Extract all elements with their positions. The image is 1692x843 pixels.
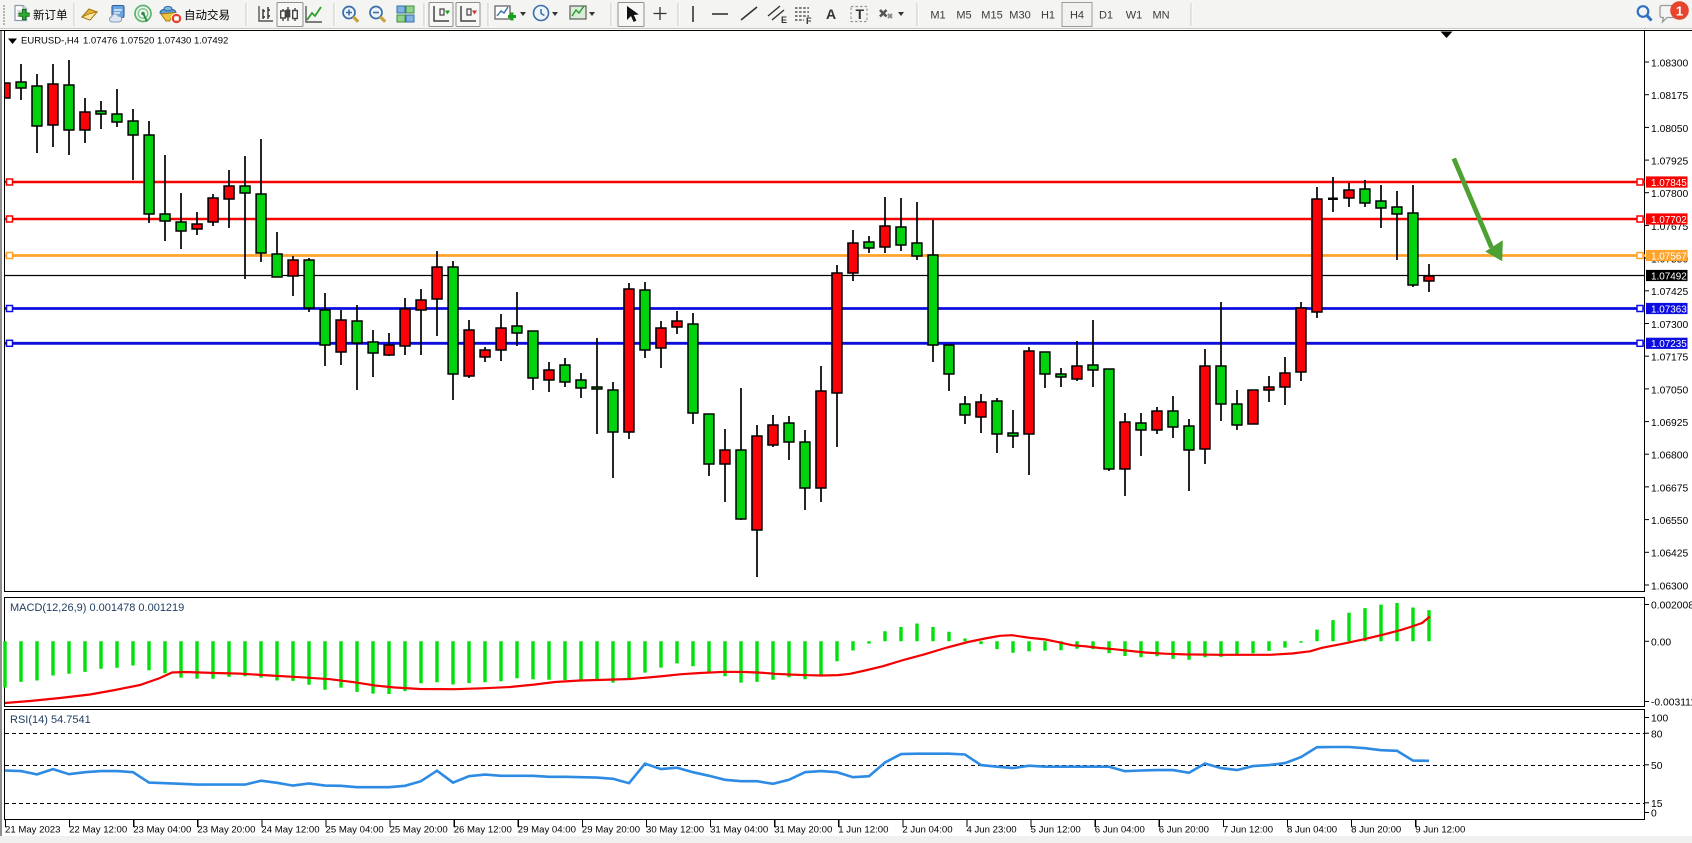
svg-text:0: 0 xyxy=(1651,809,1657,820)
svg-text:1.07800: 1.07800 xyxy=(1651,189,1688,200)
svg-text:25 May 04:00: 25 May 04:00 xyxy=(326,825,384,836)
svg-text:6 Jun 20:00: 6 Jun 20:00 xyxy=(1159,825,1209,836)
svg-text:W1: W1 xyxy=(1126,10,1143,22)
svg-text:1.06925: 1.06925 xyxy=(1651,418,1688,429)
svg-text:1.08300: 1.08300 xyxy=(1651,58,1688,69)
svg-text:1.07702: 1.07702 xyxy=(1651,215,1687,226)
svg-text:5 Jun 12:00: 5 Jun 12:00 xyxy=(1031,825,1081,836)
svg-text:24 May 12:00: 24 May 12:00 xyxy=(261,825,319,836)
svg-text:M1: M1 xyxy=(930,10,945,22)
svg-text:1.06675: 1.06675 xyxy=(1651,483,1688,494)
svg-text:新订单: 新订单 xyxy=(33,8,68,22)
svg-text:80: 80 xyxy=(1651,729,1663,740)
svg-text:1.07492: 1.07492 xyxy=(1651,271,1687,282)
svg-text:MACD(12,26,9) 0.001478 0.00121: MACD(12,26,9) 0.001478 0.001219 xyxy=(10,602,184,614)
svg-text:1.07175: 1.07175 xyxy=(1651,353,1688,364)
svg-text:1.08050: 1.08050 xyxy=(1651,124,1688,135)
svg-text:-0.003111: -0.003111 xyxy=(1651,698,1692,709)
svg-text:1.07425: 1.07425 xyxy=(1651,287,1688,298)
svg-text:1.06800: 1.06800 xyxy=(1651,451,1688,462)
svg-text:1.07050: 1.07050 xyxy=(1651,385,1688,396)
svg-text:自动交易: 自动交易 xyxy=(184,8,230,22)
svg-text:1.07476 1.07520 1.07430 1.0749: 1.07476 1.07520 1.07430 1.07492 xyxy=(83,36,228,47)
svg-text:M15: M15 xyxy=(981,10,1002,22)
svg-text:8 Jun 20:00: 8 Jun 20:00 xyxy=(1351,825,1401,836)
svg-text:H1: H1 xyxy=(1041,10,1055,22)
svg-text:4 Jun 23:00: 4 Jun 23:00 xyxy=(967,825,1017,836)
svg-text:1.06300: 1.06300 xyxy=(1651,581,1688,592)
svg-text:23 May 04:00: 23 May 04:00 xyxy=(133,825,191,836)
svg-text:1.07567: 1.07567 xyxy=(1651,251,1687,262)
svg-text:2 Jun 04:00: 2 Jun 04:00 xyxy=(902,825,952,836)
svg-text:23 May 20:00: 23 May 20:00 xyxy=(197,825,255,836)
svg-text:50: 50 xyxy=(1651,761,1663,772)
svg-text:30 May 12:00: 30 May 12:00 xyxy=(646,825,704,836)
svg-text:6 Jun 04:00: 6 Jun 04:00 xyxy=(1095,825,1145,836)
svg-text:1.07300: 1.07300 xyxy=(1651,320,1688,331)
svg-text:100: 100 xyxy=(1651,714,1668,725)
svg-text:M5: M5 xyxy=(956,10,971,22)
svg-text:22 May 12:00: 22 May 12:00 xyxy=(69,825,127,836)
svg-text:1.08175: 1.08175 xyxy=(1651,91,1688,102)
svg-text:29 May 04:00: 29 May 04:00 xyxy=(518,825,576,836)
svg-text:9 Jun 12:00: 9 Jun 12:00 xyxy=(1415,825,1465,836)
svg-text:26 May 12:00: 26 May 12:00 xyxy=(454,825,512,836)
svg-text:21 May 2023: 21 May 2023 xyxy=(5,825,60,836)
svg-text:MN: MN xyxy=(1152,10,1169,22)
svg-text:0.00: 0.00 xyxy=(1651,638,1671,649)
svg-text:T: T xyxy=(856,6,865,22)
svg-text:1.07925: 1.07925 xyxy=(1651,157,1688,168)
svg-text:EURUSD-,H4: EURUSD-,H4 xyxy=(21,36,79,47)
svg-text:8 Jun 04:00: 8 Jun 04:00 xyxy=(1287,825,1337,836)
svg-text:RSI(14) 54.7541: RSI(14) 54.7541 xyxy=(10,714,91,726)
svg-text:7 Jun 12:00: 7 Jun 12:00 xyxy=(1223,825,1273,836)
svg-text:1.07235: 1.07235 xyxy=(1651,339,1687,350)
svg-text:29 May 20:00: 29 May 20:00 xyxy=(582,825,640,836)
svg-text:1.07845: 1.07845 xyxy=(1651,178,1687,189)
svg-text:H4: H4 xyxy=(1070,10,1084,22)
svg-text:1.07675: 1.07675 xyxy=(1651,222,1688,233)
svg-text:F: F xyxy=(806,16,812,26)
svg-text:31 May 04:00: 31 May 04:00 xyxy=(710,825,768,836)
svg-text:31 May 20:00: 31 May 20:00 xyxy=(774,825,832,836)
svg-text:15: 15 xyxy=(1651,799,1663,810)
svg-text:A: A xyxy=(826,6,836,22)
svg-text:25 May 20:00: 25 May 20:00 xyxy=(390,825,448,836)
svg-text:1.07363: 1.07363 xyxy=(1651,304,1687,315)
svg-text:D1: D1 xyxy=(1099,10,1113,22)
svg-text:M30: M30 xyxy=(1009,10,1030,22)
svg-text:1.06550: 1.06550 xyxy=(1651,516,1688,527)
svg-text:1 Jun 12:00: 1 Jun 12:00 xyxy=(838,825,888,836)
svg-text:1.06425: 1.06425 xyxy=(1651,549,1688,560)
svg-text:0.002008: 0.002008 xyxy=(1651,601,1692,612)
svg-text:1: 1 xyxy=(1676,4,1683,19)
svg-text:E: E xyxy=(781,15,787,25)
